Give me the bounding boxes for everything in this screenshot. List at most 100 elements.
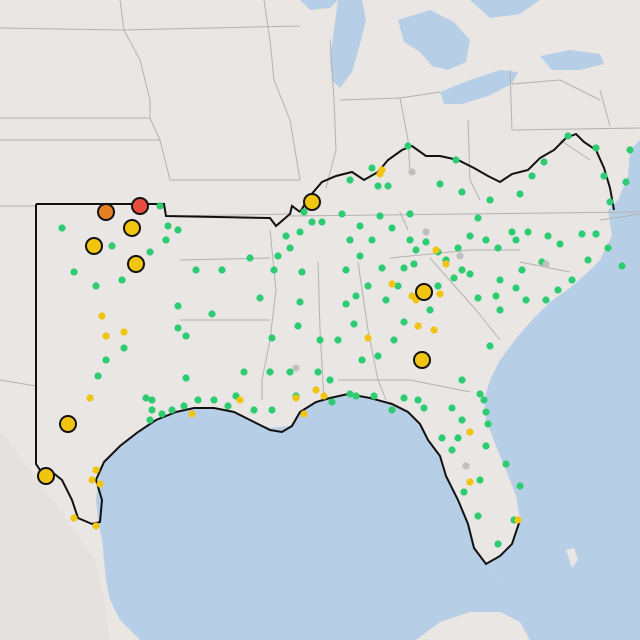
station-marker[interactable] <box>346 390 354 398</box>
station-marker[interactable] <box>410 260 418 268</box>
station-marker[interactable] <box>98 312 106 320</box>
station-marker-large[interactable] <box>303 193 321 211</box>
station-marker[interactable] <box>502 460 510 468</box>
station-marker[interactable] <box>146 248 154 256</box>
station-marker[interactable] <box>308 218 316 226</box>
station-marker[interactable] <box>584 256 592 264</box>
station-marker[interactable] <box>426 306 434 314</box>
station-marker[interactable] <box>414 396 422 404</box>
station-marker[interactable] <box>394 282 402 290</box>
station-marker[interactable] <box>346 236 354 244</box>
station-marker[interactable] <box>296 298 304 306</box>
station-marker[interactable] <box>420 404 428 412</box>
station-marker[interactable] <box>120 328 128 336</box>
station-marker[interactable] <box>454 244 462 252</box>
station-marker[interactable] <box>92 282 100 290</box>
station-marker[interactable] <box>466 428 474 436</box>
station-marker[interactable] <box>368 236 376 244</box>
station-marker[interactable] <box>454 434 462 442</box>
station-marker[interactable] <box>540 158 548 166</box>
station-marker[interactable] <box>174 324 182 332</box>
station-marker[interactable] <box>338 210 346 218</box>
station-marker[interactable] <box>316 336 324 344</box>
station-marker[interactable] <box>476 390 484 398</box>
station-marker[interactable] <box>296 228 304 236</box>
station-marker[interactable] <box>462 462 470 470</box>
station-marker[interactable] <box>578 230 586 238</box>
station-marker[interactable] <box>492 292 500 300</box>
station-marker[interactable] <box>364 282 372 290</box>
station-marker[interactable] <box>524 228 532 236</box>
station-marker[interactable] <box>528 172 536 180</box>
station-marker[interactable] <box>286 244 294 252</box>
station-marker[interactable] <box>508 228 516 236</box>
station-marker[interactable] <box>622 178 630 186</box>
station-marker[interactable] <box>266 368 274 376</box>
station-marker[interactable] <box>486 196 494 204</box>
station-marker[interactable] <box>286 368 294 376</box>
station-marker[interactable] <box>148 406 156 414</box>
station-marker[interactable] <box>522 296 530 304</box>
station-marker[interactable] <box>374 352 382 360</box>
station-marker[interactable] <box>496 276 504 284</box>
station-marker[interactable] <box>70 268 78 276</box>
station-marker[interactable] <box>108 242 116 250</box>
station-marker-large[interactable] <box>127 255 145 273</box>
station-marker[interactable] <box>448 404 456 412</box>
station-marker[interactable] <box>70 514 78 522</box>
station-marker[interactable] <box>356 252 364 260</box>
station-marker[interactable] <box>400 318 408 326</box>
station-marker[interactable] <box>512 236 520 244</box>
station-marker[interactable] <box>516 482 524 490</box>
station-marker[interactable] <box>92 466 100 474</box>
station-marker[interactable] <box>406 236 414 244</box>
station-marker[interactable] <box>474 214 482 222</box>
station-marker[interactable] <box>494 540 502 548</box>
station-marker[interactable] <box>486 342 494 350</box>
station-marker[interactable] <box>516 190 524 198</box>
station-marker[interactable] <box>180 402 188 410</box>
station-marker[interactable] <box>188 410 196 418</box>
station-marker[interactable] <box>268 334 276 342</box>
station-marker[interactable] <box>350 320 358 328</box>
station-marker[interactable] <box>600 172 608 180</box>
station-marker[interactable] <box>434 282 442 290</box>
station-marker[interactable] <box>376 212 384 220</box>
station-marker[interactable] <box>270 266 278 274</box>
station-marker[interactable] <box>384 182 392 190</box>
station-marker-large[interactable] <box>97 203 115 221</box>
station-marker[interactable] <box>388 280 396 288</box>
station-marker[interactable] <box>456 252 464 260</box>
station-marker[interactable] <box>282 232 290 240</box>
station-marker[interactable] <box>412 246 420 254</box>
station-marker[interactable] <box>346 176 354 184</box>
station-marker[interactable] <box>352 392 360 400</box>
station-marker[interactable] <box>94 372 102 380</box>
station-marker[interactable] <box>436 290 444 298</box>
station-marker[interactable] <box>342 266 350 274</box>
station-marker[interactable] <box>210 396 218 404</box>
station-marker-large[interactable] <box>131 197 149 215</box>
station-marker[interactable] <box>342 300 350 308</box>
station-marker[interactable] <box>518 266 526 274</box>
station-marker-large[interactable] <box>37 467 55 485</box>
station-marker[interactable] <box>102 356 110 364</box>
station-marker[interactable] <box>292 394 300 402</box>
station-marker[interactable] <box>86 394 94 402</box>
station-marker[interactable] <box>474 512 482 520</box>
station-marker[interactable] <box>422 238 430 246</box>
station-marker[interactable] <box>450 274 458 282</box>
station-marker[interactable] <box>390 336 398 344</box>
station-marker[interactable] <box>544 232 552 240</box>
station-marker[interactable] <box>208 310 216 318</box>
station-marker[interactable] <box>92 522 100 530</box>
station-marker[interactable] <box>542 260 550 268</box>
station-marker[interactable] <box>88 476 96 484</box>
station-marker-large[interactable] <box>413 351 431 369</box>
station-marker[interactable] <box>194 396 202 404</box>
station-marker[interactable] <box>484 420 492 428</box>
station-marker[interactable] <box>430 326 438 334</box>
station-marker[interactable] <box>174 226 182 234</box>
station-marker[interactable] <box>158 410 166 418</box>
station-marker[interactable] <box>482 236 490 244</box>
